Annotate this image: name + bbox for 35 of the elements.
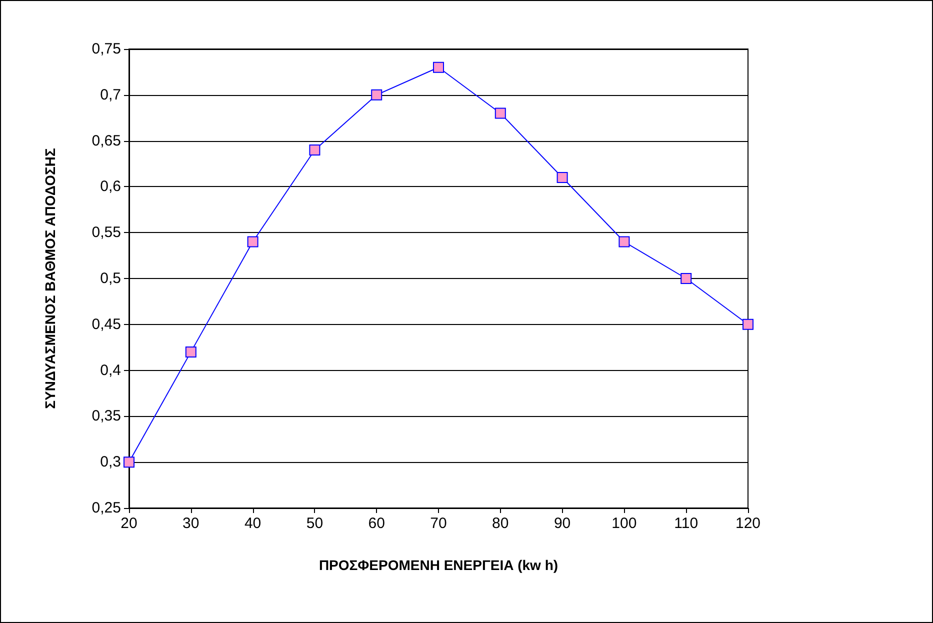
x-tick-label: 30: [182, 515, 200, 532]
y-tick-label: 0,6: [100, 178, 121, 196]
y-tick-label: 0,3: [100, 454, 121, 471]
point: [742, 318, 754, 330]
y-tick-label: 0,65: [92, 132, 121, 150]
y-tick-label: 0,45: [92, 316, 121, 333]
point: [247, 236, 258, 248]
point: [371, 89, 382, 100]
y-tick-label: 0,4: [100, 362, 121, 379]
x-tick-label: 120: [735, 515, 761, 532]
x-tick-label: 90: [554, 515, 571, 532]
x-axis-title: ΠΡΟΣΦΕΡΟΜΕΝΗ ΕΝΕΡΓΕΙΑ (kw h): [318, 557, 558, 573]
x-tick-label: 60: [368, 515, 385, 532]
x-tick-label: 50: [306, 515, 324, 532]
x-tick-label: 70: [430, 515, 447, 532]
y-tick-label: 0,5: [100, 270, 121, 287]
y-tick-label: 0,75: [92, 40, 121, 58]
point: [494, 108, 506, 119]
y-tick-label: 0,55: [92, 224, 121, 242]
x-tick-label: 40: [244, 515, 262, 532]
x-tick-label: 80: [492, 515, 509, 532]
point: [124, 456, 134, 468]
point: [433, 62, 444, 73]
x-tick-label: 110: [674, 515, 698, 532]
point: [185, 346, 196, 358]
y-tick-label: 0,25: [92, 500, 121, 516]
y-axis-title: ΣΥΝΔΥΑΣΜΕΝΟΣ ΒΑΘΜΟΣ ΑΠΟΔΟΣΗΣ: [42, 148, 58, 409]
x-tick-label: 20: [120, 515, 138, 532]
point: [556, 172, 568, 184]
x-tick-label: 100: [612, 515, 637, 532]
point: [618, 236, 630, 248]
point: [680, 273, 692, 284]
y-tick-label: 0,35: [92, 408, 121, 425]
point: [309, 144, 320, 156]
y-tick-label: 0,7: [100, 86, 121, 104]
